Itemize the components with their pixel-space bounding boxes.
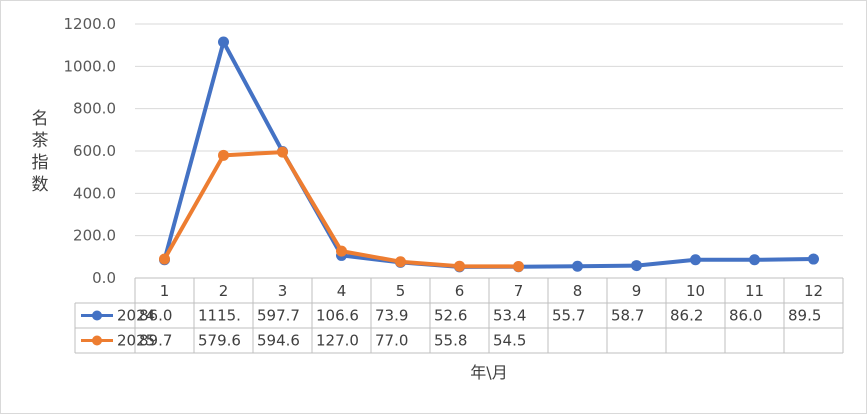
legend-series-name: 2024 — [117, 307, 155, 325]
table-value: 89.5 — [788, 307, 821, 325]
data-point-2024 — [690, 254, 701, 266]
table-value: 58.7 — [611, 307, 644, 325]
y-tick-label: 600.0 — [73, 142, 116, 160]
y-axis-label: 名茶指数 — [32, 109, 49, 195]
x-tick-label: 5 — [396, 282, 406, 300]
table-value: 86.0 — [729, 307, 762, 325]
data-point-2025 — [159, 253, 170, 265]
table-value: 597.7 — [257, 307, 300, 325]
data-point-2024 — [572, 260, 583, 272]
x-tick-label: 3 — [278, 282, 288, 300]
x-axis-label: 年\月 — [470, 363, 507, 382]
x-tick-label: 9 — [632, 282, 642, 300]
data-point-2025 — [277, 146, 288, 158]
table-value: 106.6 — [316, 307, 359, 325]
table-value: 73.9 — [375, 307, 408, 325]
y-tick-label: 1200.0 — [64, 15, 117, 33]
legend-key-marker — [92, 335, 102, 346]
x-tick-label: 8 — [573, 282, 583, 300]
table-value: 86.0 — [139, 307, 172, 325]
data-point-2024 — [631, 260, 642, 272]
data-point-2024 — [808, 253, 819, 265]
y-tick-label: 0.0 — [92, 269, 116, 287]
table-value: 55.8 — [434, 332, 467, 350]
data-point-2025 — [454, 260, 465, 272]
x-tick-label: 4 — [337, 282, 347, 300]
table-value: 579.6 — [198, 332, 241, 350]
table-value: 86.2 — [670, 307, 703, 325]
table-value: 127.0 — [316, 332, 359, 350]
y-axis-ticks: 0.0 200.0 400.0 600.0 800.0 1000.0 1200.0 — [64, 15, 117, 287]
data-point-2025 — [513, 260, 524, 272]
legend-series-name: 2025 — [117, 332, 155, 350]
table-value: 77.0 — [375, 332, 408, 350]
table-value: 89.7 — [139, 332, 172, 350]
legend-key-marker — [92, 310, 102, 321]
table-value: 53.4 — [493, 307, 526, 325]
x-tick-label: 12 — [804, 282, 823, 300]
y-tick-label: 200.0 — [73, 227, 116, 245]
table-value: 55.7 — [552, 307, 585, 325]
series-lines — [159, 36, 819, 273]
table-value: 54.5 — [493, 332, 526, 350]
x-tick-label: 1 — [160, 282, 170, 300]
data-point-2025 — [395, 256, 406, 268]
y-tick-label: 1000.0 — [64, 57, 117, 75]
data-point-2024 — [218, 36, 229, 48]
x-tick-label: 7 — [514, 282, 524, 300]
x-tick-label: 6 — [455, 282, 465, 300]
x-tick-label: 10 — [686, 282, 705, 300]
x-tick-label: 11 — [745, 282, 764, 300]
data-point-2025 — [336, 245, 347, 257]
data-point-2024 — [749, 254, 760, 266]
table-value: 52.6 — [434, 307, 467, 325]
data-point-2025 — [218, 149, 229, 161]
gridlines — [135, 23, 843, 237]
x-tick-label: 2 — [219, 282, 229, 300]
table-value: 594.6 — [257, 332, 300, 350]
y-tick-label: 400.0 — [73, 184, 116, 202]
table-value: 1115. — [198, 307, 241, 325]
y-tick-label: 800.0 — [73, 100, 116, 118]
